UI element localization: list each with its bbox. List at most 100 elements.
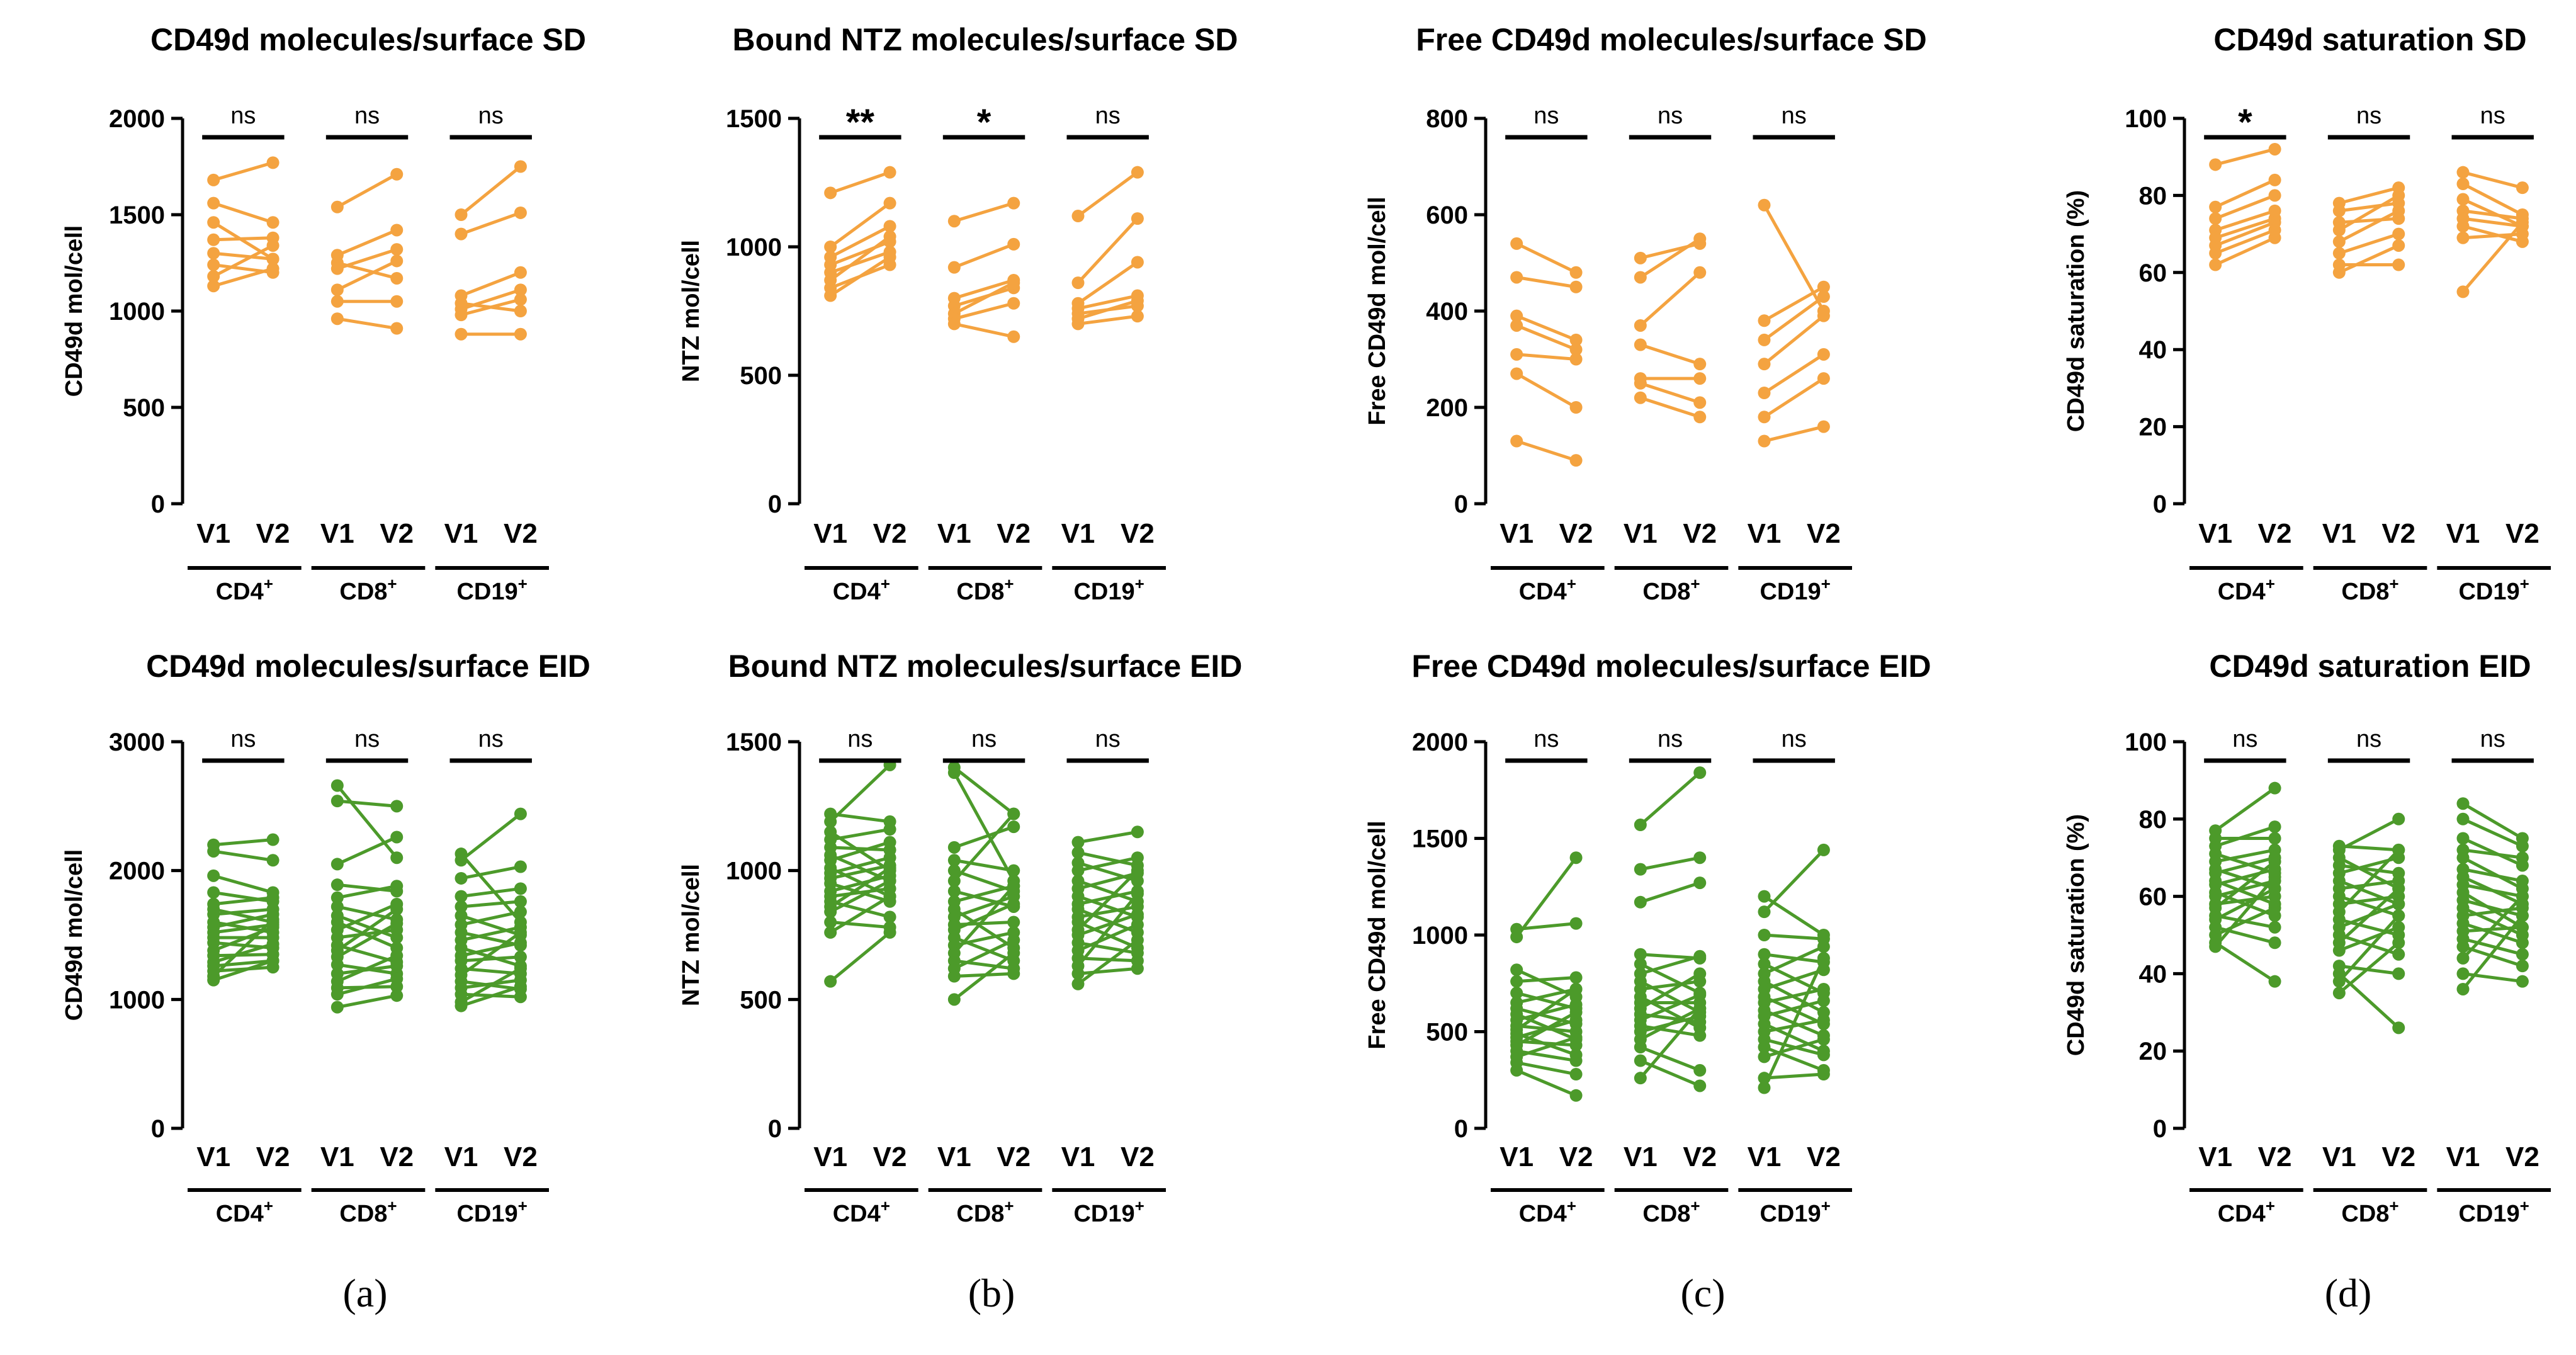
paired-line [2338,209,2400,244]
y-axis-label: CD49d saturation (%) [2063,190,2089,432]
data-point-v2 [1817,309,1830,322]
paired-line [2462,906,2523,937]
paired-line [2462,171,2523,190]
significance-label: ns [1658,103,1683,129]
data-point-v2 [2392,909,2405,922]
significance-label: ns [2232,726,2257,752]
paired-line [1763,353,1825,395]
data-point-v2 [390,851,404,865]
data-point-v2 [2392,897,2405,910]
paired-line [1763,425,1824,443]
data-point-v2 [514,327,527,341]
paired-line [336,902,398,932]
paired-line [830,841,891,862]
group-label: CD19+ [456,1196,527,1227]
data-point-v2 [883,861,896,875]
x-tick-label-v1: V1 [2198,518,2232,549]
data-point-v1 [330,900,344,913]
paired-line [954,858,1014,873]
data-point-v2 [266,216,280,229]
data-point-v1 [1758,1072,1771,1085]
x-tick-label-v2: V2 [1559,518,1593,549]
group-label: CD8+ [2341,1196,2398,1227]
paired-line [337,928,397,939]
data-point-v2 [1131,864,1144,877]
paired-line [460,926,521,942]
data-point-v1 [1510,309,1523,322]
data-point-v2 [2268,142,2281,156]
data-point-v1 [455,309,468,322]
data-point-v1 [1758,411,1771,424]
paired-line [953,902,1015,932]
paired-line [1077,879,1138,904]
paired-line [2339,879,2399,890]
data-point-v1 [1510,237,1523,250]
data-point-v1 [947,261,961,274]
data-point-v1 [1758,890,1771,903]
paired-line [2339,217,2399,224]
paired-line [1076,892,1139,967]
data-point-v2 [883,220,896,233]
y-tick-label: 100 [2125,105,2167,133]
significance-label: ns [354,103,380,129]
x-tick-label-v2: V2 [380,1142,414,1172]
data-point-v2 [2516,960,2529,973]
paired-line [830,171,891,195]
data-point-v2 [2392,948,2405,961]
data-point-v2 [883,836,896,849]
data-point-v2 [1131,166,1144,179]
paired-line [1077,921,1138,950]
group-label: CD4+ [216,574,273,605]
paired-line [1516,1061,1577,1076]
group-label: CD8+ [2341,574,2398,605]
data-point-v2 [514,160,527,173]
y-tick-label: 1000 [726,234,782,261]
data-point-v1 [1510,975,1523,988]
data-point-v1 [207,196,220,210]
y-axis-label: CD49d saturation (%) [2063,814,2089,1056]
data-point-v1 [947,864,961,877]
data-point-v2 [1693,372,1707,385]
paired-line [337,994,397,1009]
data-point-v1 [1510,271,1523,284]
significance-label: ns [2356,103,2381,129]
group-label: CD4+ [2218,574,2275,605]
paired-line [460,914,521,937]
data-point-v1 [1634,377,1647,390]
significance-label: ns [1095,103,1121,129]
data-point-v1 [824,975,837,988]
paired-line [830,864,891,880]
paired-line [1639,962,1701,995]
y-tick-label: 100 [2125,729,2167,756]
y-tick-label: 800 [1426,105,1468,133]
paired-line [2215,856,2276,875]
data-point-v1 [330,795,344,808]
data-point-v2 [1693,851,1707,865]
data-point-v1 [2209,212,2222,225]
x-tick-label-v1: V1 [1500,518,1534,549]
data-point-v2 [266,854,280,867]
data-point-v1 [330,312,344,326]
paired-line [1639,993,1701,1022]
data-point-v1 [2209,247,2222,260]
data-point-v2 [390,800,404,813]
y-axis-label: CD49d mol/cell [61,849,88,1021]
data-point-v1 [1510,1063,1523,1077]
paired-line [460,967,522,1004]
paired-line [213,923,273,934]
paired-line [1764,953,1824,964]
significance-label: ns [1095,726,1121,752]
significance-label: ns [230,103,256,129]
paired-line [1763,377,1825,419]
data-point-v1 [1758,948,1771,961]
data-point-v2 [1817,951,1830,965]
data-point-v1 [1510,348,1523,361]
data-point-v2 [1007,864,1020,877]
data-point-v2 [2516,839,2529,853]
paired-line [337,977,397,996]
data-point-v1 [207,247,220,260]
data-point-v1 [207,233,220,246]
data-point-v2 [883,230,896,243]
data-point-v2 [1817,1014,1830,1027]
paired-line [2215,895,2275,906]
